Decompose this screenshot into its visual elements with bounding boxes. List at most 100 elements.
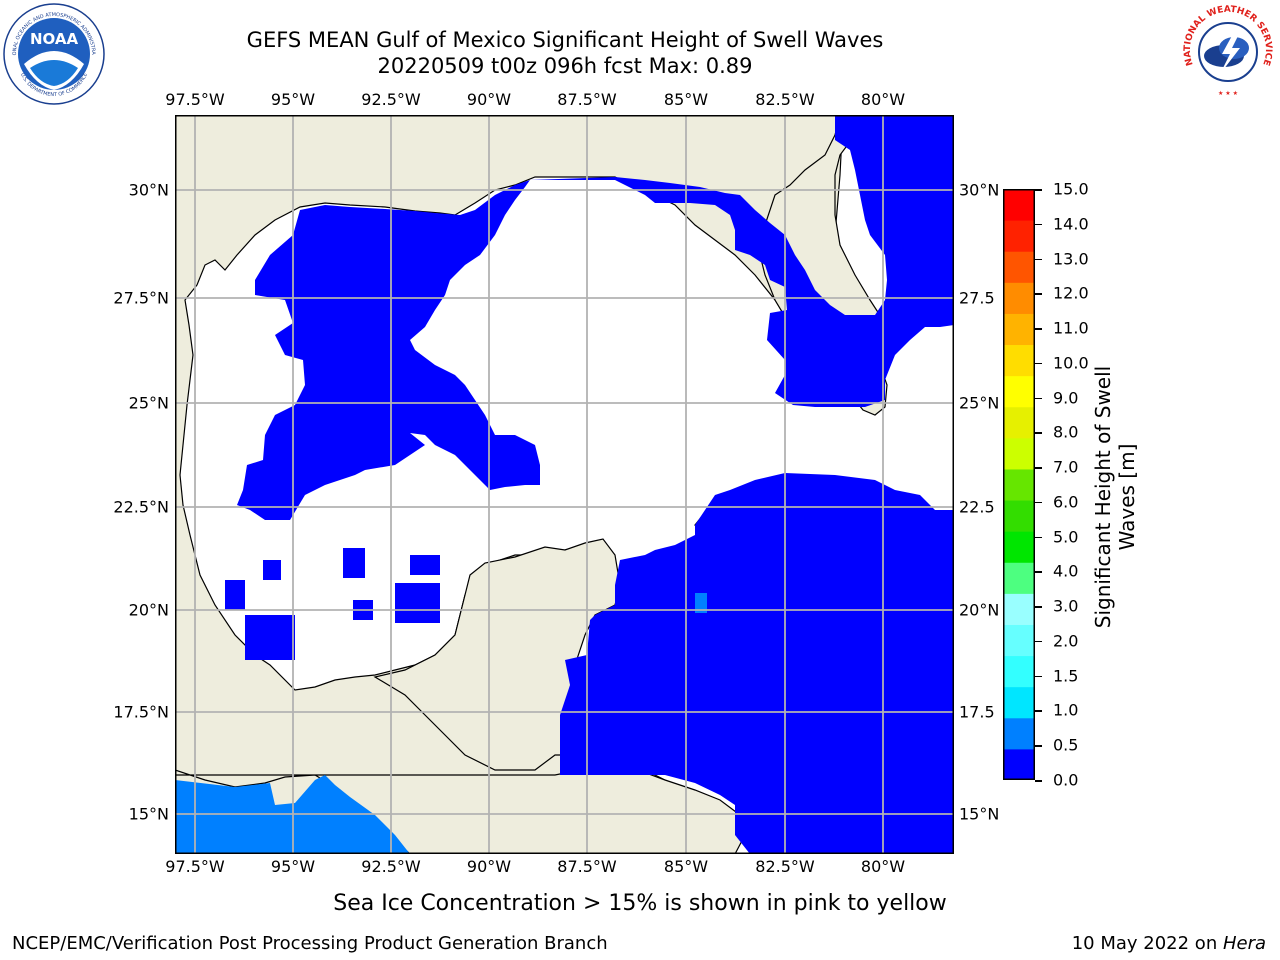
lat-label-right: 25°N xyxy=(959,393,1000,413)
colorbar-tick-label: 1.0 xyxy=(1053,700,1079,720)
lon-label-bottom: 87.5°W xyxy=(557,857,617,876)
colorbar-band xyxy=(1003,375,1035,408)
colorbar-tick-label: 0.5 xyxy=(1053,735,1079,755)
colorbar-tick-mark xyxy=(1035,640,1042,643)
colorbar-band xyxy=(1003,593,1035,625)
lon-label-bottom: 92.5°W xyxy=(361,857,421,876)
lon-label-bottom: 95°W xyxy=(270,857,316,876)
lon-label-bottom: 97.5°W xyxy=(165,857,225,876)
lat-label-left: 27.5°N xyxy=(113,288,169,308)
colorbar-bands xyxy=(1003,189,1035,781)
colorbar-band xyxy=(1003,313,1035,346)
chart-title: GEFS MEAN Gulf of Mexico Significant Hei… xyxy=(246,28,884,52)
colorbar-tick-label: 4.0 xyxy=(1053,561,1079,581)
colorbar-band xyxy=(1003,531,1035,563)
colorbar-tick-label: 15.0 xyxy=(1053,179,1089,199)
map-canvas xyxy=(174,114,955,855)
colorbar-tick-mark xyxy=(1035,467,1042,469)
swell-patch-mid xyxy=(695,593,707,613)
colorbar-tick-label: 14.0 xyxy=(1053,214,1089,234)
colorbar-tick-mark xyxy=(1035,293,1042,295)
colorbar-label-wrap: Significant Height of Swell Waves [m] xyxy=(955,366,1275,628)
colorbar-tick-mark xyxy=(1035,362,1042,365)
lat-label-left: 25°N xyxy=(128,393,169,413)
colorbar-tick-mark xyxy=(1035,745,1042,747)
colorbar-tick-label: 5.0 xyxy=(1053,527,1079,547)
colorbar-tick-label: 1.5 xyxy=(1053,666,1079,686)
swell-patch xyxy=(410,555,440,575)
colorbar-band xyxy=(1003,717,1035,750)
swell-patch xyxy=(343,548,365,578)
colorbar-band xyxy=(1003,686,1035,719)
colorbar-band xyxy=(1003,344,1035,377)
lon-label-top: 92.5°W xyxy=(361,90,421,109)
swell-area-west xyxy=(237,180,540,520)
colorbar-tick-mark xyxy=(1035,710,1042,712)
lat-label-left: 20°N xyxy=(128,600,169,620)
lon-label-top: 82.5°W xyxy=(755,90,815,109)
lon-label-top: 95°W xyxy=(270,90,316,109)
colorbar-tick-label: 11.0 xyxy=(1053,318,1089,338)
lat-label-right: 27.5 xyxy=(959,288,995,308)
lat-label-left: 30°N xyxy=(128,180,169,200)
lon-label-top: 85°W xyxy=(663,90,709,109)
svg-text:★ ★ ★: ★ ★ ★ xyxy=(1218,90,1238,97)
lat-label-right: 17.5 xyxy=(959,702,995,722)
colorbar-tick-mark xyxy=(1035,780,1042,782)
colorbar-tick-label: 13.0 xyxy=(1053,249,1089,269)
colorbar-tick-label: 3.0 xyxy=(1053,596,1079,616)
map-frame xyxy=(175,115,954,854)
footer-date-text: 10 May 2022 on xyxy=(1071,933,1223,954)
colorbar-frame xyxy=(1003,189,1035,780)
colorbar-band xyxy=(1003,624,1035,657)
colorbar-tick-label: 0.0 xyxy=(1053,770,1079,790)
colorbar-band xyxy=(1003,468,1035,501)
lon-label-bottom: 82.5°W xyxy=(755,857,815,876)
colorbar xyxy=(1003,189,1035,781)
graticule xyxy=(175,115,954,854)
footer-credit: NCEP/EMC/Verification Post Processing Pr… xyxy=(12,933,608,954)
colorbar-tick-mark xyxy=(1035,189,1042,191)
footer-date: 10 May 2022 on Hera xyxy=(1072,933,1266,954)
colorbar-band xyxy=(1003,189,1035,221)
colorbar-tick-mark xyxy=(1035,606,1042,608)
colorbar-label: Significant Height of Swell Waves [m] xyxy=(1091,365,1139,629)
colorbar-band xyxy=(1003,220,1035,252)
lat-label-left: 17.5°N xyxy=(113,702,169,722)
sea-ice-caption: Sea Ice Concentration > 15% is shown in … xyxy=(333,891,947,916)
colorbar-tick-label: 7.0 xyxy=(1053,457,1079,477)
colorbar-band xyxy=(1003,437,1035,470)
lat-label-left: 22.5°N xyxy=(113,497,169,517)
noaa-logo-text: NOAA xyxy=(30,30,79,48)
colorbar-band xyxy=(1003,500,1035,532)
nws-logo: NATIONAL WEATHER SERVICE ★ ★ ★ xyxy=(1178,2,1278,102)
colorbar-tick-label: 8.0 xyxy=(1053,422,1079,442)
colorbar-tick-mark xyxy=(1035,397,1042,400)
colorbar-tick-mark xyxy=(1035,258,1042,261)
colorbar-band xyxy=(1003,251,1035,283)
swell-patch xyxy=(245,615,295,660)
swell-area-low xyxy=(530,115,954,854)
lat-label-right: 22.5 xyxy=(959,497,995,517)
lon-label-bottom: 85°W xyxy=(663,857,709,876)
footer-machine: Hera xyxy=(1222,933,1266,954)
colorbar-tick-mark xyxy=(1035,536,1042,539)
swell-patch xyxy=(395,583,440,623)
lon-label-top: 90°W xyxy=(466,90,512,109)
lat-label-left: 15°N xyxy=(128,804,169,824)
colorbar-band xyxy=(1003,655,1035,688)
lon-label-bottom: 90°W xyxy=(466,857,512,876)
lon-label-top: 87.5°W xyxy=(557,90,617,109)
swell-patch xyxy=(225,580,245,610)
colorbar-tick-mark xyxy=(1035,501,1042,504)
colorbar-tick-mark xyxy=(1035,432,1042,434)
colorbar-tick-label: 2.0 xyxy=(1053,631,1079,651)
noaa-logo: NOAA NATIONAL OCEANIC AND ATMOSPHERIC AD… xyxy=(0,0,106,106)
lat-label-right: 30°N xyxy=(959,180,1000,200)
colorbar-band xyxy=(1003,748,1035,781)
lon-label-bottom: 80°W xyxy=(860,857,906,876)
lon-label-top: 97.5°W xyxy=(165,90,225,109)
colorbar-tick-mark xyxy=(1035,328,1042,330)
colorbar-tick-label: 9.0 xyxy=(1053,388,1079,408)
chart-subtitle: 20220509 t00z 096h fcst Max: 0.89 xyxy=(377,54,753,78)
